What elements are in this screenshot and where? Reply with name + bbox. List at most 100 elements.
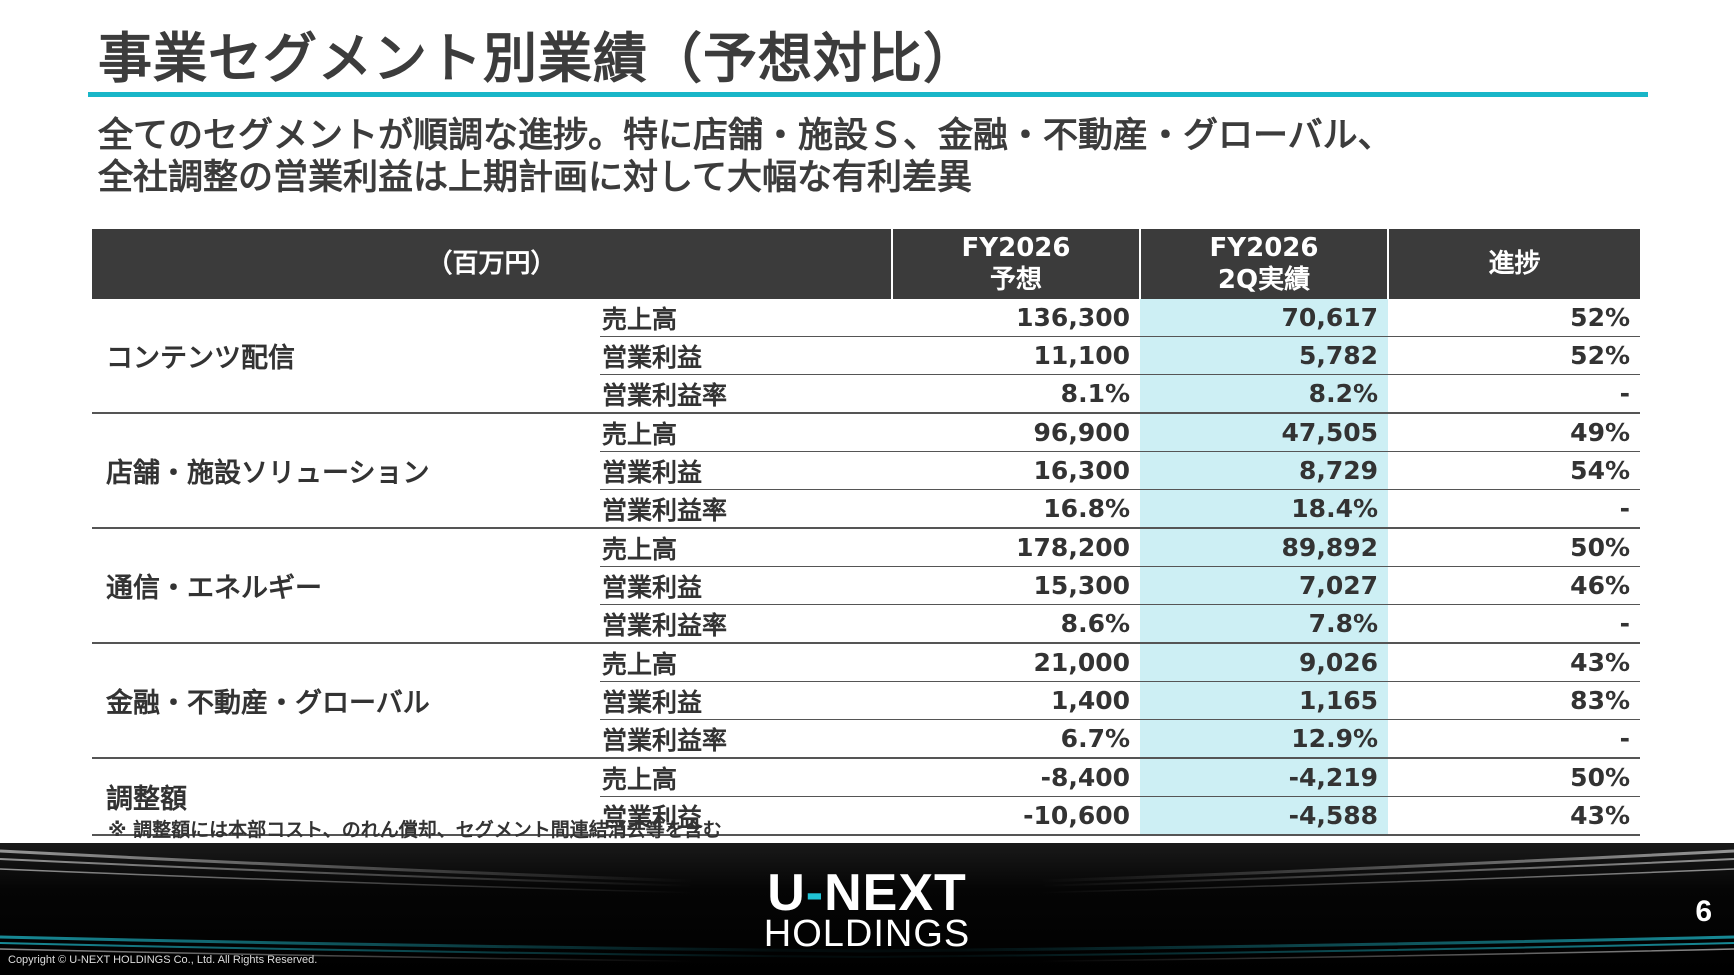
progress-value: - [1388,489,1641,529]
metric-label: 営業利益 [600,336,893,375]
progress-value: - [1388,604,1641,644]
metric-label: 営業利益 [600,451,893,490]
table-row: 調整額 売上高 -8,400 -4,219 50% [92,758,1641,836]
metric-label: 営業利益率 [600,374,893,414]
header-forecast-line2: 予想 [990,265,1043,295]
forecast-value: 136,300 [892,299,1141,337]
progress-value: 50% [1388,528,1641,567]
header-actual-line1: FY2026 [1209,233,1319,263]
metric-label: 売上高 [600,413,893,452]
metric-label: 営業利益 [600,681,893,720]
table-row: 通信・エネルギー 売上高 178,200 89,892 50% [92,528,1641,644]
actual-value: 1,165 [1140,681,1389,720]
logo-holdings: HOLDINGS [763,913,971,955]
metric-label: 営業利益率 [600,719,893,759]
table-row: 営業利益率 8.1% 8.2% - [92,374,1641,414]
metric-label: 売上高 [600,528,893,567]
subtitle: 全てのセグメントが順調な進捗。特に店舗・施設Ｓ、金融・不動産・グローバル、 全社… [98,115,1658,199]
forecast-value: -8,400 [892,758,1141,797]
progress-value: 52% [1388,336,1641,375]
table-row: 営業利益 16,300 8,729 54% [92,451,1641,490]
progress-value: 83% [1388,681,1641,720]
table-row: コンテンツ配信 売上高 136,300 70,617 52% [92,299,1641,414]
segment-name: コンテンツ配信 [92,299,600,414]
actual-value: 89,892 [1140,528,1389,567]
table-row: 営業利益率 8.6% 7.8% - [92,604,1641,644]
header-progress: 進捗 [1388,229,1641,299]
segment-results-table: （百万円） FY2026 予想 FY2026 2Q実績 進捗 コンテンツ配信 売上… [92,229,1641,836]
actual-value: 8.2% [1140,374,1389,414]
progress-value: 43% [1388,643,1641,682]
header-forecast-line1: FY2026 [961,233,1071,263]
progress-value: 50% [1388,758,1641,797]
table-row: 営業利益 15,300 7,027 46% [92,566,1641,605]
page-title: 事業セグメント別業績（予想対比） [98,27,978,90]
progress-value: - [1388,374,1641,414]
segment-name: 通信・エネルギー [92,528,600,644]
actual-value: 18.4% [1140,489,1389,529]
forecast-value: 15,300 [892,566,1141,605]
metric-label: 営業利益 [600,566,893,605]
forecast-value: 11,100 [892,336,1141,375]
actual-value: 12.9% [1140,719,1389,759]
actual-value: 8,729 [1140,451,1389,490]
header-unit: （百万円） [92,229,894,299]
progress-value: 54% [1388,451,1641,490]
progress-value: - [1388,719,1641,759]
forecast-value: 1,400 [892,681,1141,720]
table-row: 営業利益 -10,600 -4,588 43% [92,796,1641,836]
footnote: ※ 調整額には本部コスト、のれん償却、セグメント間連結消去等を含む [108,819,722,841]
table-row: 店舗・施設ソリューション 売上高 96,900 47,505 49% [92,413,1641,529]
footer-wave-graphic [0,849,1734,964]
table-row: 営業利益率 6.7% 12.9% - [92,719,1641,759]
progress-value: 52% [1388,299,1641,337]
footer-banner: U-NEXT HOLDINGS 6 Copyright © U-NEXT HOL… [0,843,1734,975]
table-row: 金融・不動産・グローバル 売上高 21,000 9,026 43% [92,643,1641,759]
segment-name: 店舗・施設ソリューション [92,413,600,529]
forecast-value: 8.6% [892,604,1141,644]
actual-value: 5,782 [1140,336,1389,375]
progress-value: 43% [1388,796,1641,836]
table-header-row: （百万円） FY2026 予想 FY2026 2Q実績 進捗 [92,229,1641,299]
progress-value: 49% [1388,413,1641,452]
logo-u: U [767,864,806,922]
header-actual: FY2026 2Q実績 [1140,229,1390,299]
header-actual-line2: 2Q実績 [1217,265,1311,295]
logo-dash: - [805,864,825,922]
title-underline [88,92,1648,97]
forecast-value: -10,600 [892,796,1141,836]
logo-unext: U-NEXT [0,863,1734,923]
forecast-value: 21,000 [892,643,1141,682]
copyright-text: Copyright © U-NEXT HOLDINGS Co., Ltd. Al… [8,954,318,966]
metric-label: 営業利益 [600,796,893,836]
actual-value: 9,026 [1140,643,1389,682]
segment-name: 金融・不動産・グローバル [92,643,600,759]
progress-value: 46% [1388,566,1641,605]
metric-label: 売上高 [600,643,893,682]
subtitle-line-2: 全社調整の営業利益は上期計画に対して大幅な有利差異 [98,158,972,198]
table-row: 営業利益 1,400 1,165 83% [92,681,1641,720]
table-row: 営業利益率 16.8% 18.4% - [92,489,1641,529]
actual-value: 7.8% [1140,604,1389,644]
page-number: 6 [1695,895,1712,928]
actual-value: 7,027 [1140,566,1389,605]
subtitle-line-1: 全てのセグメントが順調な進捗。特に店舗・施設Ｓ、金融・不動産・グローバル、 [98,116,1393,156]
metric-label: 売上高 [600,758,893,797]
actual-value: 47,505 [1140,413,1389,452]
forecast-value: 6.7% [892,719,1141,759]
table-body: コンテンツ配信 売上高 136,300 70,617 52% 営業利益 11,100 5,78… [92,299,1641,836]
forecast-value: 178,200 [892,528,1141,567]
forecast-value: 96,900 [892,413,1141,452]
forecast-value: 8.1% [892,374,1141,414]
table-row: 営業利益 11,100 5,782 52% [92,336,1641,375]
header-forecast: FY2026 予想 [892,229,1142,299]
metric-label: 営業利益率 [600,489,893,529]
logo-next: NEXT [824,864,967,922]
actual-value: -4,588 [1140,796,1389,836]
actual-value: 70,617 [1140,299,1389,337]
segment-name: 調整額 [92,758,600,836]
metric-label: 売上高 [600,299,893,337]
forecast-value: 16.8% [892,489,1141,529]
actual-value: -4,219 [1140,758,1389,797]
metric-label: 営業利益率 [600,604,893,644]
